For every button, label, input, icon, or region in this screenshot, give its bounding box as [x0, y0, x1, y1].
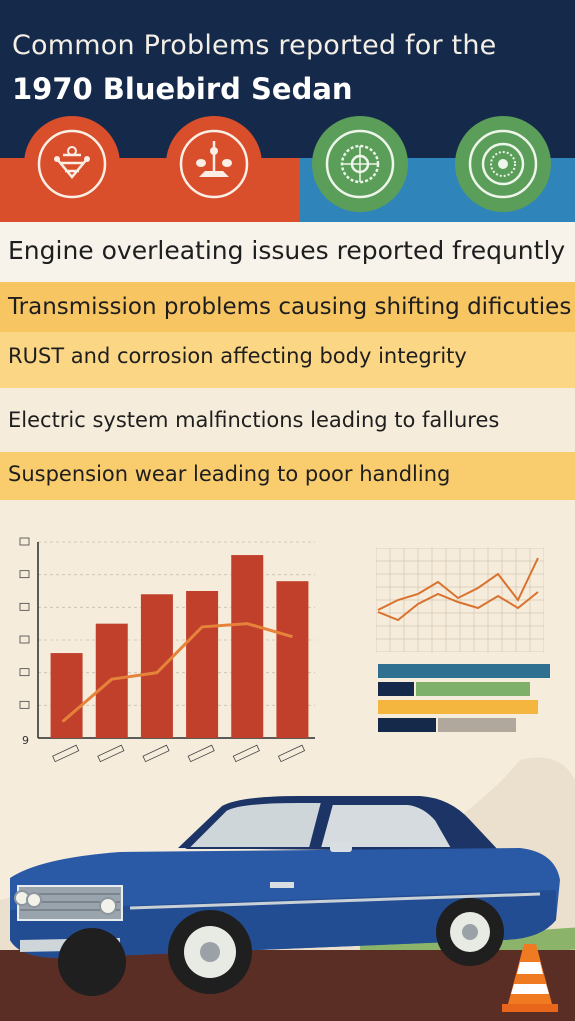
- y-tick-label: [19, 570, 30, 579]
- y-tick-label: [19, 700, 30, 709]
- bar-4: [186, 591, 219, 738]
- bar-6: [276, 581, 309, 738]
- y-tick-label: [19, 602, 30, 611]
- mini-line-chart: [376, 548, 544, 652]
- mini-line-series-2: [377, 591, 539, 622]
- y-tick-label: [19, 635, 30, 644]
- chart-gridlines: [38, 541, 315, 706]
- bar-1: [50, 653, 83, 738]
- trend-line: [61, 622, 293, 723]
- mini-line-series-1: [377, 557, 539, 611]
- problem-text: Suspension wear leading to poor handling: [8, 462, 451, 486]
- stacked-bar-3: [378, 700, 538, 714]
- problem-row-transmission: Transmission problems causing shifting d…: [0, 282, 575, 332]
- problem-row-suspension: Suspension wear leading to poor handling: [0, 452, 575, 500]
- engine-icon: [24, 116, 120, 212]
- problem-text: Electric system malfinctions leading to …: [8, 408, 500, 432]
- x-tick-label: [187, 744, 215, 763]
- problem-row-rust: RUST and corrosion affecting body integr…: [0, 332, 575, 388]
- y-tick-label: [19, 537, 30, 546]
- x-tick-label: [232, 744, 260, 763]
- bar-chart: 9: [19, 537, 315, 763]
- problem-row-electric: Electric system malfinctions leading to …: [0, 388, 575, 452]
- bar-3: [140, 594, 173, 738]
- stacked-bar-4: [378, 718, 550, 732]
- bar-5: [231, 555, 264, 738]
- x-tick-label: [52, 744, 80, 763]
- x-tick-label: [277, 744, 306, 763]
- traffic-cone-icon: [502, 944, 558, 1012]
- y-tick-label: [19, 668, 30, 677]
- problem-text: Engine overleating issues reported frequ…: [8, 236, 566, 265]
- transmission-icon: [166, 116, 262, 212]
- header: Common Problems reported for the 1970 Bl…: [0, 0, 575, 222]
- problem-text: RUST and corrosion affecting body integr…: [8, 344, 467, 368]
- stacked-bar-1: [378, 664, 550, 678]
- problem-text: Transmission problems causing shifting d…: [8, 294, 572, 320]
- car-illustration: [10, 796, 560, 996]
- bottom-left-label: 9: [22, 734, 29, 747]
- problem-row-engine: Engine overleating issues reported frequ…: [0, 222, 575, 282]
- suspension-wheel-icon: [455, 116, 551, 212]
- stacked-bar-2: [378, 682, 550, 696]
- x-tick-label: [97, 744, 125, 763]
- page-title-line-2: 1970 Bluebird Sedan: [12, 72, 353, 106]
- wheel-rust-icon: [312, 116, 408, 212]
- x-tick-label: [142, 744, 170, 763]
- page-title-line-1: Common Problems reported for the: [12, 30, 497, 61]
